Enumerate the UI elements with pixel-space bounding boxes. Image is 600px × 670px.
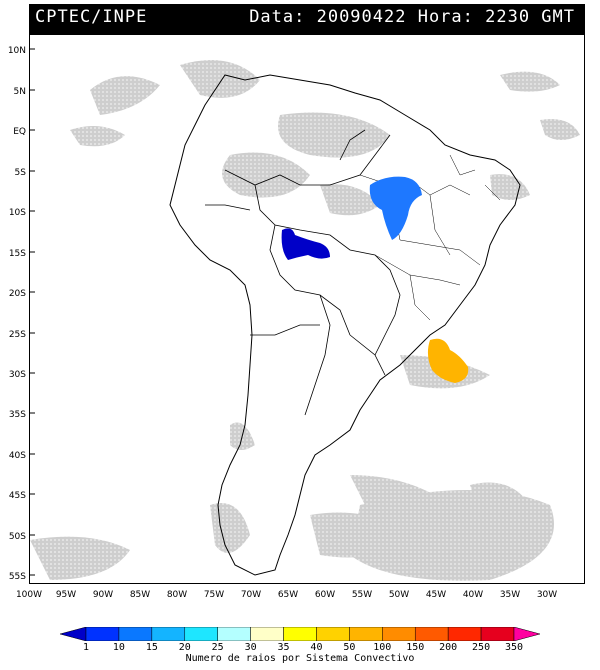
lat-label: 25S [8, 330, 26, 340]
lat-label: 5N [13, 87, 26, 97]
legend-tick: 150 [406, 642, 425, 653]
lon-label: 55W [351, 590, 373, 600]
legend-tick: 1 [82, 642, 90, 653]
lon-label: 60W [314, 590, 336, 600]
legend-swatch [349, 627, 383, 641]
legend-swatch [316, 627, 350, 641]
legend-tick: 20 [178, 642, 191, 653]
legend-swatch [85, 627, 120, 641]
legend-tick: 25 [211, 642, 224, 653]
lat-label: 10S [8, 208, 26, 218]
lon-label: 85W [129, 590, 151, 600]
datetime-label: Data: 20090422 Hora: 2230 GMT [249, 7, 575, 27]
lat-label: 50S [8, 532, 26, 542]
cloud-cover [30, 60, 580, 581]
lon-label: 30W [536, 590, 558, 600]
system-central-brazil [369, 176, 422, 240]
legend-tick: 40 [310, 642, 323, 653]
agency-label: CPTEC/INPE [35, 7, 148, 27]
lon-label: 80W [166, 590, 188, 600]
legend-tick: 15 [145, 642, 158, 653]
map-canvas [30, 48, 580, 581]
lat-label: 55S [8, 572, 26, 582]
legend-swatch [217, 627, 251, 641]
legend-tick: 200 [439, 642, 458, 653]
title-bar: CPTEC/INPE Data: 20090422 Hora: 2230 GMT [29, 4, 585, 34]
legend-swatch [513, 627, 540, 641]
lon-label: 35W [499, 590, 521, 600]
legend-swatch [184, 627, 218, 641]
lon-label: 50W [388, 590, 410, 600]
lon-label: 95W [55, 590, 77, 600]
lat-label: 20S [8, 289, 26, 299]
legend-swatch [118, 627, 153, 641]
legend-title: Numero de raios por Sistema Convectivo [185, 653, 415, 664]
legend-tick: 50 [343, 642, 356, 653]
legend-swatch [60, 627, 87, 641]
legend-tick: 350 [504, 642, 524, 653]
legend-tick: 30 [244, 642, 257, 653]
legend-swatch [480, 627, 515, 641]
legend-tick: 35 [277, 642, 290, 653]
lat-label: 45S [8, 491, 26, 501]
legend-tick: 250 [472, 642, 491, 653]
axis-ticks [30, 48, 35, 576]
convective-systems [281, 176, 469, 383]
lat-label: EQ [13, 127, 26, 137]
legend-swatch [382, 627, 416, 641]
lon-label: 90W [92, 590, 114, 600]
legend-swatch [447, 627, 482, 641]
lon-label: 75W [203, 590, 225, 600]
legend-swatch [250, 627, 284, 641]
system-bolivia-border [281, 228, 330, 260]
legend-tick: 10 [112, 642, 125, 653]
lon-label: 40W [462, 590, 484, 600]
system-south-atlantic [427, 338, 469, 383]
lon-label: 100W [15, 590, 43, 600]
legend-swatch [414, 627, 449, 641]
lat-label: 30S [8, 370, 26, 380]
country-borders [205, 129, 401, 416]
lat-label: 5S [14, 168, 26, 178]
legend-colorbar [60, 627, 540, 641]
lat-label: 10N [7, 46, 26, 56]
legend-tick: 100 [373, 642, 392, 653]
lightning-map [29, 34, 585, 584]
lat-label: 40S [8, 451, 26, 461]
lon-label: 45W [425, 590, 447, 600]
legend-swatch [151, 627, 186, 641]
coastlines [169, 74, 521, 576]
lon-label: 70W [240, 590, 262, 600]
legend-swatch [283, 627, 317, 641]
lat-label: 35S [8, 410, 26, 420]
lon-label: 65W [277, 590, 299, 600]
lat-label: 15S [8, 249, 26, 259]
